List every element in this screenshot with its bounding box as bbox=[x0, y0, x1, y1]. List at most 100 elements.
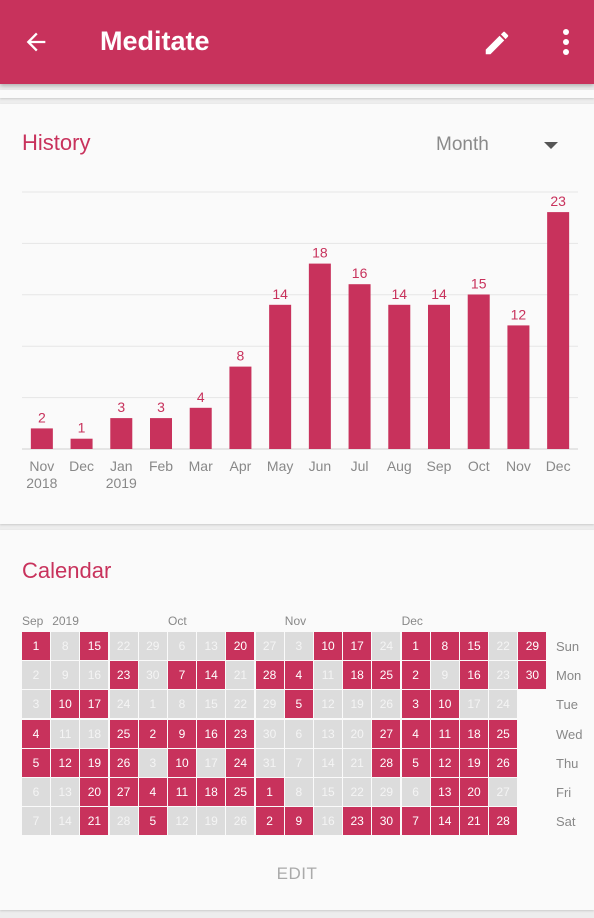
calendar-day-cell[interactable]: 19 bbox=[460, 748, 488, 777]
calendar-day-cell[interactable]: 7 bbox=[401, 807, 430, 836]
calendar-day-cell[interactable]: 28 bbox=[255, 661, 284, 690]
calendar-day-cell[interactable]: 9 bbox=[51, 661, 80, 690]
calendar-day-cell[interactable]: 10 bbox=[168, 748, 196, 777]
calendar-day-cell[interactable]: 22 bbox=[109, 632, 138, 660]
calendar-day-cell[interactable]: 8 bbox=[430, 632, 459, 660]
calendar-day-cell[interactable]: 24 bbox=[109, 690, 138, 719]
calendar-day-cell[interactable]: 21 bbox=[460, 807, 488, 836]
arrow-left-icon[interactable] bbox=[22, 28, 50, 56]
calendar-day-cell[interactable]: 9 bbox=[168, 719, 196, 748]
calendar-day-cell[interactable]: 3 bbox=[22, 690, 50, 719]
calendar-day-cell[interactable]: 12 bbox=[430, 748, 459, 777]
calendar-day-cell[interactable]: 17 bbox=[197, 748, 226, 777]
calendar-day-cell[interactable]: 5 bbox=[401, 748, 430, 777]
calendar-day-cell[interactable]: 5 bbox=[284, 690, 313, 719]
calendar-day-cell[interactable]: 25 bbox=[109, 719, 138, 748]
calendar-day-cell[interactable]: 11 bbox=[430, 719, 459, 748]
calendar-day-cell[interactable]: 22 bbox=[489, 632, 518, 660]
calendar-day-cell[interactable]: 16 bbox=[460, 661, 488, 690]
calendar-day-cell[interactable]: 4 bbox=[22, 719, 50, 748]
calendar-day-cell[interactable]: 28 bbox=[372, 748, 401, 777]
calendar-day-cell[interactable]: 15 bbox=[460, 632, 488, 660]
calendar-day-cell[interactable]: 5 bbox=[138, 807, 167, 836]
calendar-day-cell[interactable]: 13 bbox=[430, 778, 459, 806]
calendar-day-cell[interactable]: 30 bbox=[138, 661, 167, 690]
calendar-day-cell[interactable]: 6 bbox=[168, 632, 196, 660]
calendar-day-cell[interactable]: 22 bbox=[226, 690, 255, 719]
calendar-day-cell[interactable]: 5 bbox=[22, 748, 50, 777]
calendar-day-cell[interactable]: 7 bbox=[22, 807, 50, 836]
calendar-day-cell[interactable]: 6 bbox=[22, 778, 50, 806]
calendar-day-cell[interactable]: 29 bbox=[138, 632, 167, 660]
calendar-day-cell[interactable]: 2 bbox=[401, 661, 430, 690]
calendar-day-cell[interactable]: 17 bbox=[80, 690, 109, 719]
calendar-day-cell[interactable]: 8 bbox=[284, 778, 313, 806]
calendar-day-cell[interactable]: 6 bbox=[284, 719, 313, 748]
calendar-day-cell[interactable]: 2 bbox=[138, 719, 167, 748]
calendar-day-cell[interactable]: 9 bbox=[430, 661, 459, 690]
calendar-day-cell[interactable]: 18 bbox=[343, 661, 372, 690]
calendar-day-cell[interactable]: 14 bbox=[314, 748, 342, 777]
calendar-day-cell[interactable]: 30 bbox=[255, 719, 284, 748]
calendar-day-cell[interactable]: 27 bbox=[489, 778, 518, 806]
calendar-day-cell[interactable]: 20 bbox=[226, 632, 255, 660]
pencil-icon[interactable] bbox=[482, 28, 512, 58]
calendar-day-cell[interactable]: 10 bbox=[51, 690, 80, 719]
calendar-day-cell[interactable]: 2 bbox=[255, 807, 284, 836]
calendar-day-cell[interactable]: 19 bbox=[80, 748, 109, 777]
calendar-day-cell[interactable]: 1 bbox=[255, 778, 284, 806]
calendar-day-cell[interactable]: 14 bbox=[197, 661, 226, 690]
calendar-day-cell[interactable]: 11 bbox=[168, 778, 196, 806]
calendar-day-cell[interactable]: 18 bbox=[80, 719, 109, 748]
calendar-day-cell[interactable]: 20 bbox=[343, 719, 372, 748]
calendar-day-cell[interactable]: 14 bbox=[430, 807, 459, 836]
calendar-day-cell[interactable]: 6 bbox=[401, 778, 430, 806]
calendar-day-cell[interactable]: 2 bbox=[22, 661, 50, 690]
calendar-day-cell[interactable]: 16 bbox=[80, 661, 109, 690]
calendar-day-cell[interactable]: 24 bbox=[372, 632, 401, 660]
calendar-day-cell[interactable]: 19 bbox=[343, 690, 372, 719]
calendar-day-cell[interactable]: 11 bbox=[314, 661, 342, 690]
calendar-day-cell[interactable]: 4 bbox=[138, 778, 167, 806]
calendar-day-cell[interactable]: 19 bbox=[197, 807, 226, 836]
calendar-day-cell[interactable]: 23 bbox=[109, 661, 138, 690]
calendar-day-cell[interactable]: 20 bbox=[460, 778, 488, 806]
calendar-day-cell[interactable]: 13 bbox=[197, 632, 226, 660]
calendar-day-cell[interactable]: 4 bbox=[284, 661, 313, 690]
calendar-day-cell[interactable]: 10 bbox=[314, 632, 342, 660]
calendar-day-cell[interactable]: 15 bbox=[80, 632, 109, 660]
calendar-day-cell[interactable]: 26 bbox=[372, 690, 401, 719]
calendar-day-cell[interactable]: 18 bbox=[460, 719, 488, 748]
calendar-day-cell[interactable]: 26 bbox=[489, 748, 518, 777]
calendar-day-cell[interactable]: 28 bbox=[489, 807, 518, 836]
calendar-day-cell[interactable]: 14 bbox=[51, 807, 80, 836]
calendar-day-cell[interactable]: 8 bbox=[168, 690, 196, 719]
calendar-day-cell[interactable]: 1 bbox=[22, 632, 50, 660]
calendar-day-cell[interactable]: 4 bbox=[401, 719, 430, 748]
calendar-day-cell[interactable]: 23 bbox=[489, 661, 518, 690]
calendar-day-cell[interactable]: 31 bbox=[255, 748, 284, 777]
calendar-day-cell[interactable]: 18 bbox=[197, 778, 226, 806]
calendar-day-cell[interactable]: 25 bbox=[372, 661, 401, 690]
calendar-day-cell[interactable]: 27 bbox=[255, 632, 284, 660]
calendar-day-cell[interactable]: 21 bbox=[226, 661, 255, 690]
calendar-day-cell[interactable]: 10 bbox=[430, 690, 459, 719]
calendar-day-cell[interactable]: 21 bbox=[80, 807, 109, 836]
calendar-day-cell[interactable]: 20 bbox=[80, 778, 109, 806]
calendar-day-cell[interactable]: 25 bbox=[226, 778, 255, 806]
calendar-day-cell[interactable]: 22 bbox=[343, 778, 372, 806]
calendar-day-cell[interactable]: 7 bbox=[284, 748, 313, 777]
calendar-day-cell[interactable]: 13 bbox=[51, 778, 80, 806]
calendar-day-cell[interactable]: 12 bbox=[314, 690, 342, 719]
calendar-day-cell[interactable]: 3 bbox=[401, 690, 430, 719]
calendar-day-cell[interactable]: 12 bbox=[51, 748, 80, 777]
calendar-day-cell[interactable]: 25 bbox=[489, 719, 518, 748]
calendar-day-cell[interactable]: 11 bbox=[51, 719, 80, 748]
edit-button[interactable]: EDIT bbox=[276, 864, 318, 883]
calendar-day-cell[interactable]: 16 bbox=[197, 719, 226, 748]
calendar-day-cell[interactable]: 24 bbox=[226, 748, 255, 777]
calendar-day-cell[interactable]: 15 bbox=[314, 778, 342, 806]
calendar-day-cell[interactable]: 29 bbox=[372, 778, 401, 806]
calendar-day-cell[interactable]: 23 bbox=[226, 719, 255, 748]
calendar-day-cell[interactable]: 30 bbox=[518, 661, 547, 690]
